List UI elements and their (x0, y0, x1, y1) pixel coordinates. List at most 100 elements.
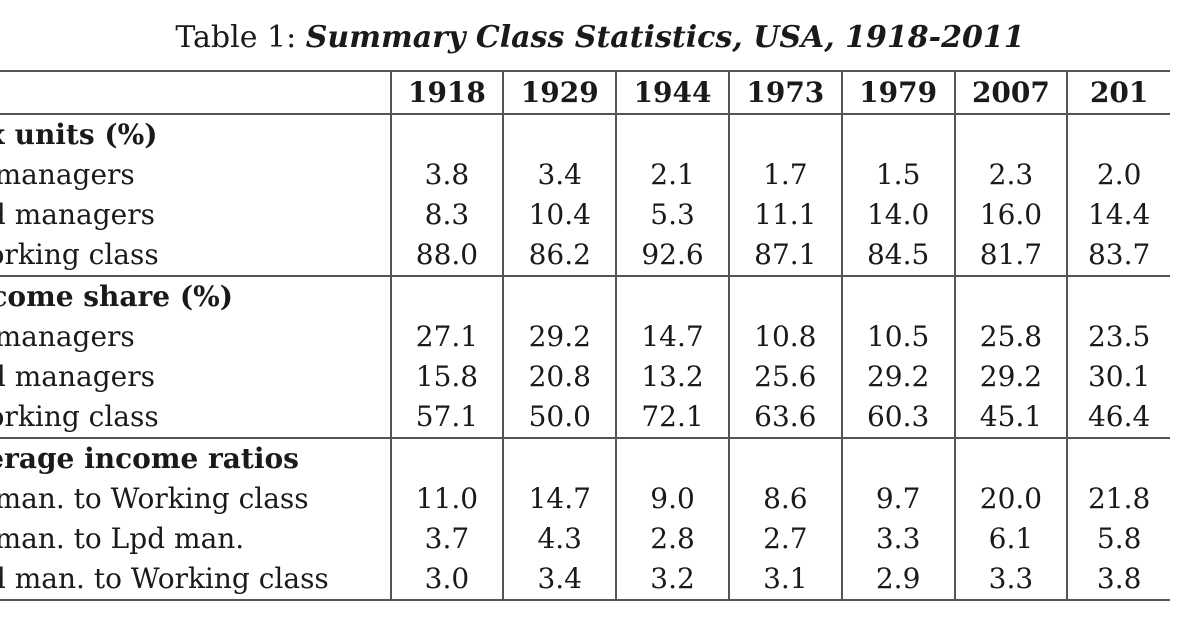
table-row: c managers 27.129.214.710.810.525.823.5 (0, 317, 1170, 357)
value-cell: 72.1 (615, 397, 729, 438)
empty-cell (727, 113, 842, 155)
empty-cell (615, 113, 729, 155)
table-row: c managers 3.83.42.11.71.52.32.0 (0, 155, 1170, 195)
empty-cell (1066, 437, 1170, 479)
row-label: c managers (0, 320, 135, 353)
value-cell: 6.1 (953, 519, 1068, 559)
year-header: 1929 (502, 70, 617, 115)
value-cell: 14.0 (840, 195, 955, 235)
value-cell: 3.0 (389, 559, 504, 601)
table-row: Vorking class 88.086.292.687.184.581.783.… (0, 235, 1170, 276)
empty-cell (1066, 275, 1170, 317)
year-header: 1973 (727, 70, 842, 115)
value-cell: 3.2 (615, 559, 729, 601)
empty-cell (389, 113, 504, 155)
value-cell: 92.6 (615, 235, 729, 276)
value-cell: 14.7 (615, 317, 729, 357)
empty-cell (615, 437, 729, 479)
value-cell: 3.3 (840, 519, 955, 559)
value-cell: 87.1 (727, 235, 842, 276)
value-cell: 3.1 (727, 559, 842, 601)
year-header: 1918 (389, 70, 504, 115)
empty-cell (1066, 113, 1170, 155)
year-header: 1979 (840, 70, 955, 115)
value-cell: 16.0 (953, 195, 1068, 235)
empty-cell (953, 437, 1068, 479)
value-cell: 2.3 (953, 155, 1068, 195)
caption-title: Summary Class Statistics, USA, 1918-2011 (305, 20, 1025, 55)
value-cell: 46.4 (1066, 397, 1170, 438)
value-cell: 9.0 (615, 479, 729, 519)
value-cell: 13.2 (615, 357, 729, 397)
value-cell: 3.7 (389, 519, 504, 559)
empty-cell (502, 113, 617, 155)
section-row: ax units (%) (0, 113, 1170, 155)
empty-cell (389, 437, 504, 479)
value-cell: 30.1 (1066, 357, 1170, 397)
empty-cell (840, 437, 955, 479)
value-cell: 11.1 (727, 195, 842, 235)
value-cell: 11.0 (389, 479, 504, 519)
value-cell: 25.8 (953, 317, 1068, 357)
value-cell: 1.7 (727, 155, 842, 195)
year-header: 2007 (953, 70, 1068, 115)
value-cell: 2.1 (615, 155, 729, 195)
value-cell: 15.8 (389, 357, 504, 397)
value-cell: 14.7 (502, 479, 617, 519)
value-cell: 2.0 (1066, 155, 1170, 195)
row-label: Vorking class (0, 400, 159, 433)
empty-cell (840, 275, 955, 317)
empty-cell (953, 113, 1068, 155)
empty-cell (727, 437, 842, 479)
empty-cell (389, 275, 504, 317)
value-cell: 4.3 (502, 519, 617, 559)
value-cell: 45.1 (953, 397, 1068, 438)
value-cell: 10.4 (502, 195, 617, 235)
table-row: c man. to Working class 11.0 14.7 9.0 8.6 9.7… (0, 479, 1170, 519)
empty-cell (840, 113, 955, 155)
value-cell: 57.1 (389, 397, 504, 438)
value-cell: 29.2 (840, 357, 955, 397)
row-label: Vorking class (0, 238, 159, 271)
header-row: 1918 1929 1944 1973 1979 2007 201 (0, 70, 1170, 115)
section-row: ncome share (%) (0, 275, 1170, 317)
table-body: ax units (%)c managers3.83.42.11.71.52.3… (0, 113, 1170, 601)
table-row: c man. to Lpd man. 3.74.32.82.73.36.15.8 (0, 519, 1170, 559)
value-cell: 83.7 (1066, 235, 1170, 276)
empty-cell (727, 275, 842, 317)
year-header: 1944 (615, 70, 729, 115)
value-cell: 88.0 (389, 235, 504, 276)
empty-cell (953, 275, 1068, 317)
value-cell: 23.5 (1066, 317, 1170, 357)
value-cell: 20.0 (953, 479, 1068, 519)
empty-cell (615, 275, 729, 317)
value-cell: 2.8 (615, 519, 729, 559)
value-cell: 3.3 (953, 559, 1068, 601)
value-cell: 10.5 (840, 317, 955, 357)
value-cell: 27.1 (389, 317, 504, 357)
table-row: Vorking class 57.150.072.163.660.345.146.… (0, 397, 1170, 438)
value-cell: 3.4 (502, 559, 617, 601)
value-cell: 50.0 (502, 397, 617, 438)
table-row: pd man. to Working class 3.0 3.4 3.2 3.1 2.9 3… (0, 559, 1170, 601)
table-row: pd managers 8.310.45.311.114.016.014.4 (0, 195, 1170, 235)
table-caption: Table 1: Summary Class Statistics, USA, … (0, 18, 1200, 58)
value-cell: 3.4 (502, 155, 617, 195)
empty-cell (502, 437, 617, 479)
value-cell: 2.7 (727, 519, 842, 559)
row-label: pd managers (0, 198, 155, 231)
summary-table: 1918 1929 1944 1973 1979 2007 201 ax uni… (0, 70, 1170, 601)
row-label: c managers (0, 158, 135, 191)
row-label: c man. to Working class (0, 482, 309, 515)
value-cell: 9.7 (840, 479, 955, 519)
value-cell: 63.6 (727, 397, 842, 438)
section-title: ax units (%) (0, 113, 391, 155)
value-cell: 10.8 (727, 317, 842, 357)
value-cell: 21.8 (1066, 479, 1170, 519)
value-cell: 29.2 (502, 317, 617, 357)
value-cell: 25.6 (727, 357, 842, 397)
row-label: pd managers (0, 360, 155, 393)
empty-cell (502, 275, 617, 317)
value-cell: 14.4 (1066, 195, 1170, 235)
value-cell: 60.3 (840, 397, 955, 438)
